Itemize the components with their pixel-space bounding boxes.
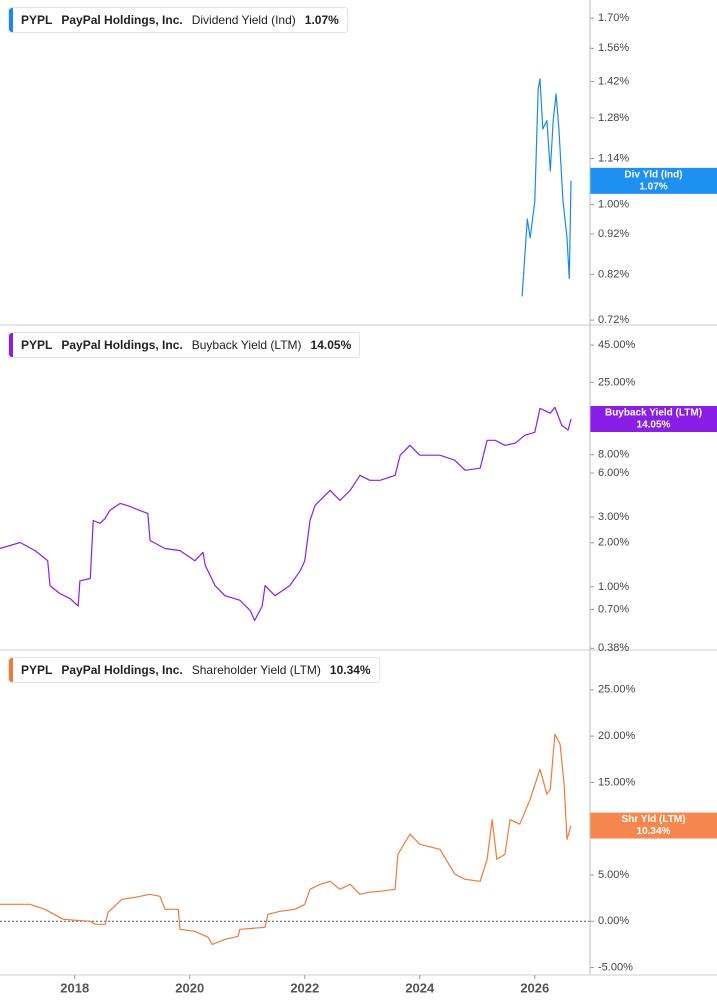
value-tag-box [590,167,717,194]
x-tick-label: 2018 [60,980,89,995]
legend-value: 10.34% [329,663,371,677]
value-tag-name: Buyback Yield (LTM) [605,408,702,419]
y-tick-label: 8.00% [598,449,629,461]
value-tag-value: 1.07% [639,181,667,192]
y-tick-label: 0.82% [598,268,629,280]
y-tick-label: 0.00% [598,915,629,927]
series-line [521,78,572,297]
y-tick-label: 0.38% [598,642,629,654]
legend-series: Dividend Yield (Ind) [191,13,296,27]
legend-ticker: PYPL [21,338,53,352]
value-tag: Div Yld (Ind)1.07% [590,167,717,194]
y-tick-label: 25.00% [598,684,636,696]
y-tick-label: 1.00% [598,199,629,211]
value-tag-name: Div Yld (Ind) [624,169,682,180]
legend-ticker: PYPL [21,13,53,27]
legend: PYPL PayPal Holdings, Inc. Buyback Yield (… [8,332,361,358]
y-tick-label: -5.00% [598,961,633,973]
legend-value: 1.07% [304,13,339,27]
y-tick-label: 0.72% [598,314,629,326]
y-tick-label: 1.00% [598,581,629,593]
y-tick-label: 45.00% [598,339,636,351]
y-tick-label: 1.70% [598,12,629,24]
value-tag-value: 10.34% [637,826,671,837]
legend-series: Buyback Yield (LTM) [191,338,302,352]
value-tag-box [590,405,717,432]
x-tick-label: 2022 [290,980,319,995]
legend-company: PayPal Holdings, Inc. [61,338,183,352]
legend-company: PayPal Holdings, Inc. [61,663,183,677]
y-tick-label: 1.56% [598,42,629,54]
legend-ticker: PYPL [21,663,53,677]
legend: PYPL PayPal Holdings, Inc. Shareholder Yie… [8,657,380,683]
x-tick-label: 2024 [405,980,435,995]
legend-value: 14.05% [310,338,352,352]
y-tick-label: 0.70% [598,603,629,615]
value-tag-value: 14.05% [637,420,671,431]
x-tick-label: 2020 [175,980,204,995]
y-tick-label: 1.14% [598,152,629,164]
legend-swatch [9,8,13,32]
series-line [0,406,572,621]
value-tag: Shr Yld (LTM)10.34% [590,812,717,839]
series-line [0,733,572,945]
y-tick-label: 5.00% [598,869,629,881]
y-tick-label: 20.00% [598,730,636,742]
y-tick-label: 1.42% [598,75,629,87]
value-tag: Buyback Yield (LTM)14.05% [590,405,717,432]
y-tick-label: 6.00% [598,467,629,479]
value-tag-name: Shr Yld (LTM) [621,814,685,825]
y-tick-label: 0.92% [598,228,629,240]
y-tick-label: 3.00% [598,511,629,523]
y-tick-label: 15.00% [598,776,636,788]
y-tick-label: 2.00% [598,537,629,549]
legend-series: Shareholder Yield (LTM) [191,663,321,677]
value-tag-box [590,812,717,839]
y-tick-label: 1.28% [598,112,629,124]
legend-swatch [9,333,13,357]
x-tick-label: 2026 [520,980,549,995]
y-tick-label: 25.00% [598,376,636,388]
legend-swatch [9,658,13,682]
legend: PYPL PayPal Holdings, Inc. Dividend Yield … [8,7,348,33]
legend-company: PayPal Holdings, Inc. [61,13,183,27]
